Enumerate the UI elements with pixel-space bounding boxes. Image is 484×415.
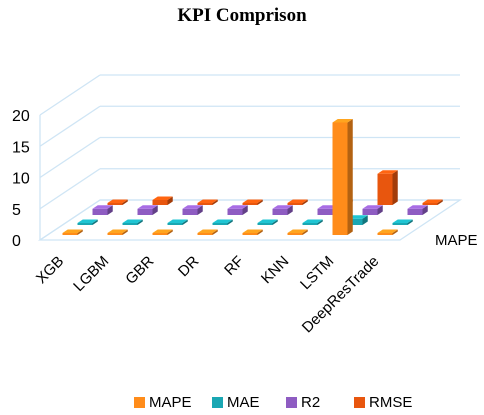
bar-mae-deeprestrade	[392, 219, 413, 225]
category-label: RF	[221, 253, 247, 279]
bar-mae-dr	[212, 219, 233, 225]
bar-mape-knn	[287, 229, 308, 235]
legend-item: MAE	[212, 394, 260, 411]
bar-r2-deeprestrade	[407, 205, 428, 215]
side-gridline	[39, 105, 101, 147]
y-tick-label: 20	[12, 108, 30, 125]
bar-rmse-lstm	[377, 170, 398, 205]
bar-mape-rf	[242, 229, 263, 235]
legend-item: MAPE	[134, 394, 192, 411]
bar-mape-xgb	[62, 229, 83, 235]
bar-rmse-rf	[287, 199, 308, 205]
legend-label: R2	[301, 394, 320, 410]
chart-title: KPI Comprison	[177, 5, 307, 26]
grid	[37, 74, 463, 241]
bar-rmse-deeprestrade	[422, 199, 443, 205]
bars	[62, 119, 443, 235]
bar-rmse-gbr	[197, 199, 218, 205]
category-label: XGB	[33, 253, 67, 287]
bar-mae-rf	[257, 219, 278, 225]
depth-axis-label: MAPE	[435, 232, 478, 249]
y-tick-label: 5	[12, 202, 21, 219]
bar-mape-lgbm	[107, 229, 128, 235]
floor	[37, 199, 463, 241]
legend-swatch	[212, 397, 223, 408]
bar-r2-lgbm	[137, 205, 158, 215]
legend-swatch	[286, 397, 297, 408]
bar-mae-xgb	[77, 219, 98, 225]
bar-r2-xgb	[92, 205, 113, 215]
bar-mae-knn	[302, 219, 323, 225]
bar-r2-gbr	[182, 205, 203, 215]
category-label: GBR	[122, 253, 157, 288]
legend-item: R2	[286, 394, 320, 411]
side-gridline	[39, 168, 101, 210]
legend: MAPE MAE R2 RMSE	[134, 394, 412, 411]
legend-label: MAPE	[149, 394, 192, 410]
bar-mape-lstm	[332, 119, 353, 235]
bar-mape-deeprestrade	[377, 229, 398, 235]
bar-r2-lstm	[362, 205, 383, 215]
y-tick-label: 0	[12, 233, 21, 250]
category-label: DR	[175, 253, 202, 280]
legend-label: MAE	[227, 394, 260, 410]
side-gridline	[39, 74, 101, 116]
bar-rmse-lgbm	[152, 196, 173, 205]
bar-mae-gbr	[167, 219, 188, 225]
legend-item: RMSE	[354, 394, 412, 411]
category-label: KNN	[258, 253, 292, 287]
bar-r2-dr	[227, 205, 248, 215]
bar-rmse-dr	[242, 199, 263, 205]
legend-swatch	[354, 397, 365, 408]
bar-rmse-xgb	[107, 199, 128, 205]
category-label: LGBM	[70, 253, 112, 295]
bar-r2-rf	[272, 205, 293, 215]
y-tick-label: 10	[12, 171, 30, 188]
category-label: LSTM	[297, 253, 337, 293]
category-label: DeepResTrade	[299, 253, 383, 337]
bar-mape-gbr	[152, 229, 173, 235]
side-gridline	[39, 136, 101, 179]
legend-swatch	[134, 397, 145, 408]
legend-label: RMSE	[369, 394, 412, 410]
bar-mape-dr	[197, 229, 218, 235]
y-tick-label: 15	[12, 139, 30, 156]
bar-mae-lgbm	[122, 219, 143, 225]
